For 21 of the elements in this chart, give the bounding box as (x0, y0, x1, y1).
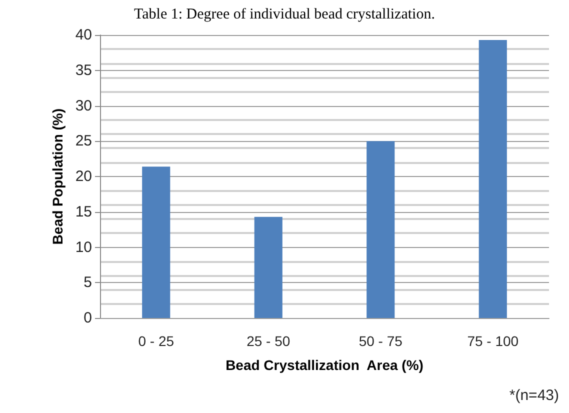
bar (366, 141, 395, 318)
x-tick-label: 50 - 75 (358, 333, 403, 349)
x-tick-label: 0 - 25 (138, 333, 174, 349)
y-axis-title: Bead Population (%) (49, 108, 66, 245)
y-tick-label: 20 (75, 168, 92, 185)
chart-title: Table 1: Degree of individual bead crystallization. (134, 6, 435, 22)
bar (478, 40, 507, 318)
bar (254, 216, 282, 318)
x-tick-label: 25 - 50 (246, 333, 290, 349)
x-tick-label: 75 - 100 (467, 333, 519, 349)
y-tick-label: 5 (84, 274, 92, 292)
bar (142, 166, 170, 318)
y-tick-label: 35 (75, 62, 92, 79)
y-tick-label: 10 (75, 238, 92, 256)
y-tick-label: 30 (75, 97, 92, 114)
y-tick-label: 15 (75, 203, 92, 220)
x-axis-title: Bead Crystallization Area (%) (226, 357, 424, 373)
y-tick-label: 40 (75, 26, 92, 44)
y-tick-label: 0 (84, 310, 92, 326)
y-tick-label: 25 (75, 132, 92, 150)
text: *(n=43) (509, 387, 560, 404)
